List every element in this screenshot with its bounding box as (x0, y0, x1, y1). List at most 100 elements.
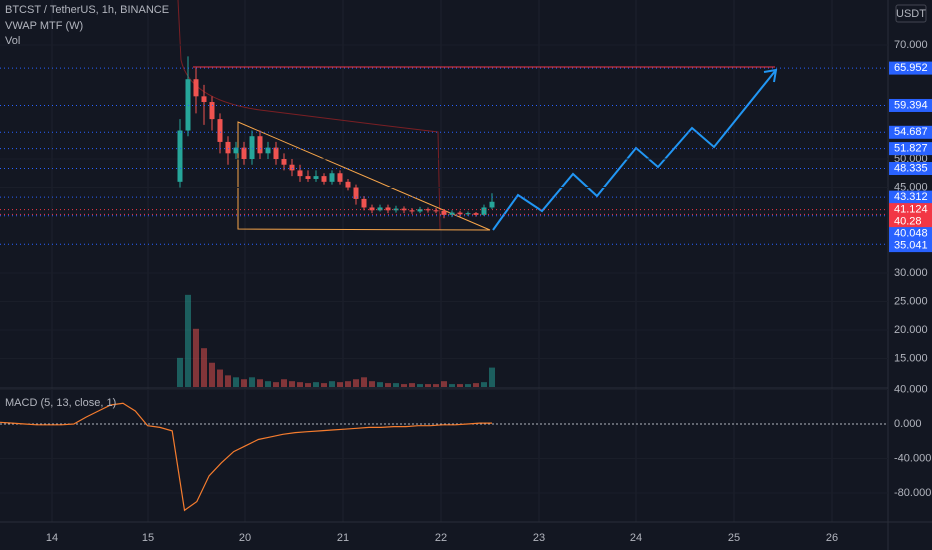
volume-bar (321, 383, 327, 387)
indicator-label: VWAP MTF (W) (5, 20, 83, 32)
candle-body (313, 176, 319, 179)
volume-bar (481, 382, 487, 387)
triangle-drawing (237, 121, 491, 231)
volume-bar (417, 384, 423, 387)
macd-tick-label: -40.000 (894, 452, 931, 464)
candle-body (177, 130, 183, 182)
candle-body (225, 141, 231, 154)
price-level-label: 41.124 (894, 204, 928, 216)
date-label: 26 (826, 532, 838, 544)
candle-body (489, 201, 495, 208)
candle-body (345, 181, 351, 188)
volume-bar (249, 377, 255, 387)
candle-body (273, 147, 279, 160)
volume-bar (457, 384, 463, 387)
candle-body (217, 119, 223, 142)
candle-body (481, 207, 487, 215)
volume-bar (225, 375, 231, 387)
macd-label: MACD (5, 13, close, 1) (5, 397, 116, 409)
volume-bar (201, 348, 207, 387)
volume-bar (313, 382, 319, 387)
price-tick-label: 70.000 (894, 39, 928, 51)
price-level-label: 40.048 (894, 228, 928, 240)
volume-bar (473, 383, 479, 387)
price-level-box (889, 203, 932, 217)
price-level-box (889, 215, 932, 229)
volume-bar (265, 381, 271, 387)
volume-bar (393, 383, 399, 387)
macd-tick-label: 40.000 (894, 383, 928, 395)
volume-bar (209, 362, 215, 387)
candle-body (297, 170, 303, 177)
volume-bar (369, 381, 375, 387)
volume-bar (289, 381, 295, 387)
price-tick-label: 30.000 (894, 267, 928, 279)
candle-body (249, 136, 255, 160)
macd-line (0, 402, 492, 512)
price-level-box (889, 239, 932, 253)
date-label: 24 (630, 532, 642, 544)
date-label: 22 (435, 532, 447, 544)
price-tick-label: 15.000 (894, 352, 928, 364)
candle-body (353, 187, 359, 199)
volume-bar (345, 381, 351, 387)
volume-bar (185, 294, 191, 387)
candle-body (361, 198, 367, 208)
volume-bar (441, 381, 447, 387)
candle-body (209, 102, 215, 120)
volume-bar (257, 379, 263, 387)
price-level-box (889, 142, 932, 156)
vwap-line (177, 0, 441, 231)
price-level-box (889, 125, 932, 139)
symbol-title: BTCST / TetherUS, 1h, BINANCE (5, 4, 169, 16)
candle-body (449, 212, 455, 215)
volume-bar (177, 357, 183, 387)
candle-body (441, 210, 447, 215)
candle-body (201, 96, 207, 103)
candle-body (465, 213, 471, 215)
volume-bar (305, 383, 311, 387)
volume-bar (281, 379, 287, 387)
price-tick-label: 20.000 (894, 324, 928, 336)
projection-path (492, 68, 778, 231)
volume-bar (193, 328, 199, 387)
candle-body (289, 164, 295, 171)
candle-body (305, 176, 311, 179)
time-grid (51, 0, 833, 522)
date-label: 15 (142, 532, 154, 544)
macd-tick-label: -80.000 (894, 487, 931, 499)
volume-bar (409, 383, 415, 387)
price-tick-label: 50.000 (894, 153, 928, 165)
volume-bar (377, 382, 383, 387)
price-level-box (889, 227, 932, 241)
price-level-box (889, 61, 932, 75)
currency-label: USDT (896, 8, 926, 20)
candle-body (457, 212, 463, 215)
volume-bar (433, 384, 439, 387)
candle-body (369, 207, 375, 211)
candle-body (241, 147, 247, 160)
price-level-box (889, 190, 932, 204)
candle-body (321, 176, 327, 182)
price-tick-label: 25.000 (894, 295, 928, 307)
date-label: 21 (337, 532, 349, 544)
candle-body (329, 173, 335, 182)
candle-body (417, 209, 423, 212)
candle-body (409, 210, 415, 212)
price-level-label: 40.28 (894, 216, 922, 228)
candle-body (377, 207, 383, 211)
price-level-box (889, 162, 932, 176)
date-label: 14 (46, 532, 58, 544)
volume-bar (273, 382, 279, 387)
volume-bar (329, 381, 335, 387)
date-label: 23 (533, 532, 545, 544)
plot (0, 44, 888, 512)
macd-tick-label: 0.000 (894, 418, 922, 430)
candle-body (385, 207, 391, 211)
candle-body (185, 79, 191, 131)
price-level-label: 54.687 (894, 126, 928, 138)
volume-bar (489, 367, 495, 387)
currency-button[interactable] (895, 4, 927, 23)
